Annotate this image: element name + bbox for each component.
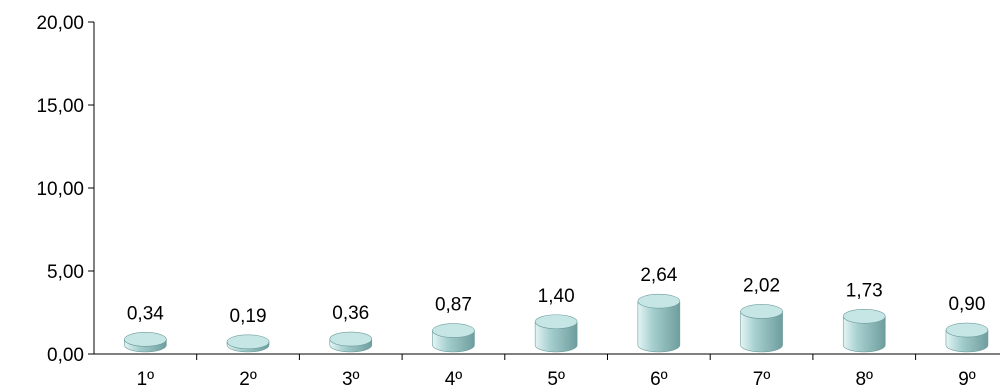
data-label: 0,34 [127,303,164,324]
x-tick-label: 5º [547,369,565,390]
x-tick-label: 7º [753,369,771,390]
x-tick-label: 1º [137,369,155,390]
x-tick-label: 9º [958,369,976,390]
data-label: 0,90 [948,294,985,315]
bar [637,293,681,353]
x-tick-label: 2º [239,369,257,390]
bar [329,331,373,353]
data-label: 1,73 [846,280,883,301]
data-label: 2,02 [743,275,780,296]
data-label: 2,64 [640,265,677,286]
y-tick-label: 10,00 [36,179,84,200]
y-tick-label: 15,00 [36,96,84,117]
bar [226,334,270,353]
data-labels: 0,34 0,19 0,36 0,87 1,40 2,64 2,02 1,73 0,90 [127,265,986,327]
y-tick-label: 0,00 [47,345,84,366]
data-label: 0,19 [230,306,267,327]
x-tick-label: 6º [650,369,668,390]
bars [124,293,989,353]
x-tick-label: 3º [342,369,360,390]
y-tick-label: 5,00 [47,262,84,283]
data-label: 0,87 [435,295,472,316]
x-tick-label: 4º [445,369,463,390]
bar [945,322,989,353]
x-tick-label: 8º [855,369,873,390]
y-axis-ticks: 0,00 5,00 10,00 15,00 20,00 [36,13,94,366]
x-axis-ticks: 1º 2º 3º 4º 5º 6º 7º 8º 9º [137,354,976,390]
bar [432,323,475,353]
data-label: 0,36 [332,303,369,324]
bar [534,314,578,353]
bar [740,304,783,353]
data-label: 1,40 [538,286,575,307]
y-tick-label: 20,00 [36,13,84,34]
bar [842,308,886,353]
bar [124,332,167,353]
